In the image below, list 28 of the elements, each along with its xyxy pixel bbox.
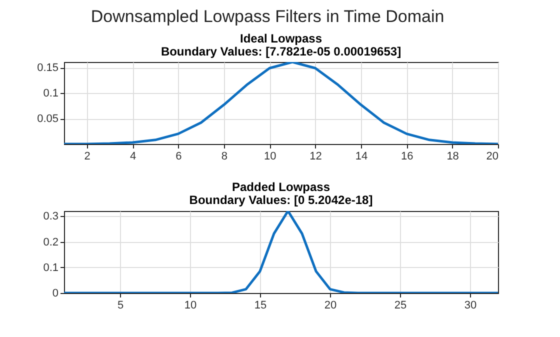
y-tick-label: 0.1 bbox=[43, 262, 58, 274]
text: Downsampled Lowpass Filters in Time Domain bbox=[90, 7, 444, 26]
x-tick-label: 16 bbox=[401, 150, 414, 162]
x-tick-label: 5 bbox=[117, 300, 124, 312]
x-tick-label: 20 bbox=[486, 150, 498, 162]
y-tick-label: 0.05 bbox=[37, 113, 58, 126]
y-tick-label: 0.15 bbox=[37, 62, 58, 74]
x-tick-label: 2 bbox=[84, 150, 90, 162]
x-tick-label: 6 bbox=[176, 150, 182, 162]
x-tick-label: 20 bbox=[324, 300, 337, 312]
y-tick-label: 0 bbox=[52, 288, 58, 300]
x-tick-label: 18 bbox=[446, 150, 459, 162]
chart-title: Ideal Lowpass bbox=[240, 32, 322, 46]
chart-subtitle: Boundary Values: [7.7821e-05 0.00019653] bbox=[160, 44, 402, 59]
y-tick-label: 0.1 bbox=[43, 88, 58, 100]
chart-title: Padded Lowpass bbox=[232, 180, 330, 194]
x-tick-label: 14 bbox=[355, 150, 368, 162]
x-tick-label: 12 bbox=[310, 150, 322, 162]
x-tick-label: 4 bbox=[130, 150, 136, 162]
y-tick-label: 0.3 bbox=[43, 210, 58, 223]
x-tick-label: 8 bbox=[221, 150, 228, 162]
x-tick-label: 10 bbox=[184, 300, 197, 312]
chart-subtitle: Boundary Values: [0 5.2042e-18] bbox=[189, 193, 373, 208]
x-tick-label: 25 bbox=[394, 300, 407, 312]
x-tick-label: 15 bbox=[254, 300, 267, 312]
y-tick-label: 0.2 bbox=[43, 236, 58, 248]
x-tick-label: 10 bbox=[264, 150, 276, 162]
x-tick-label: 30 bbox=[464, 300, 477, 312]
